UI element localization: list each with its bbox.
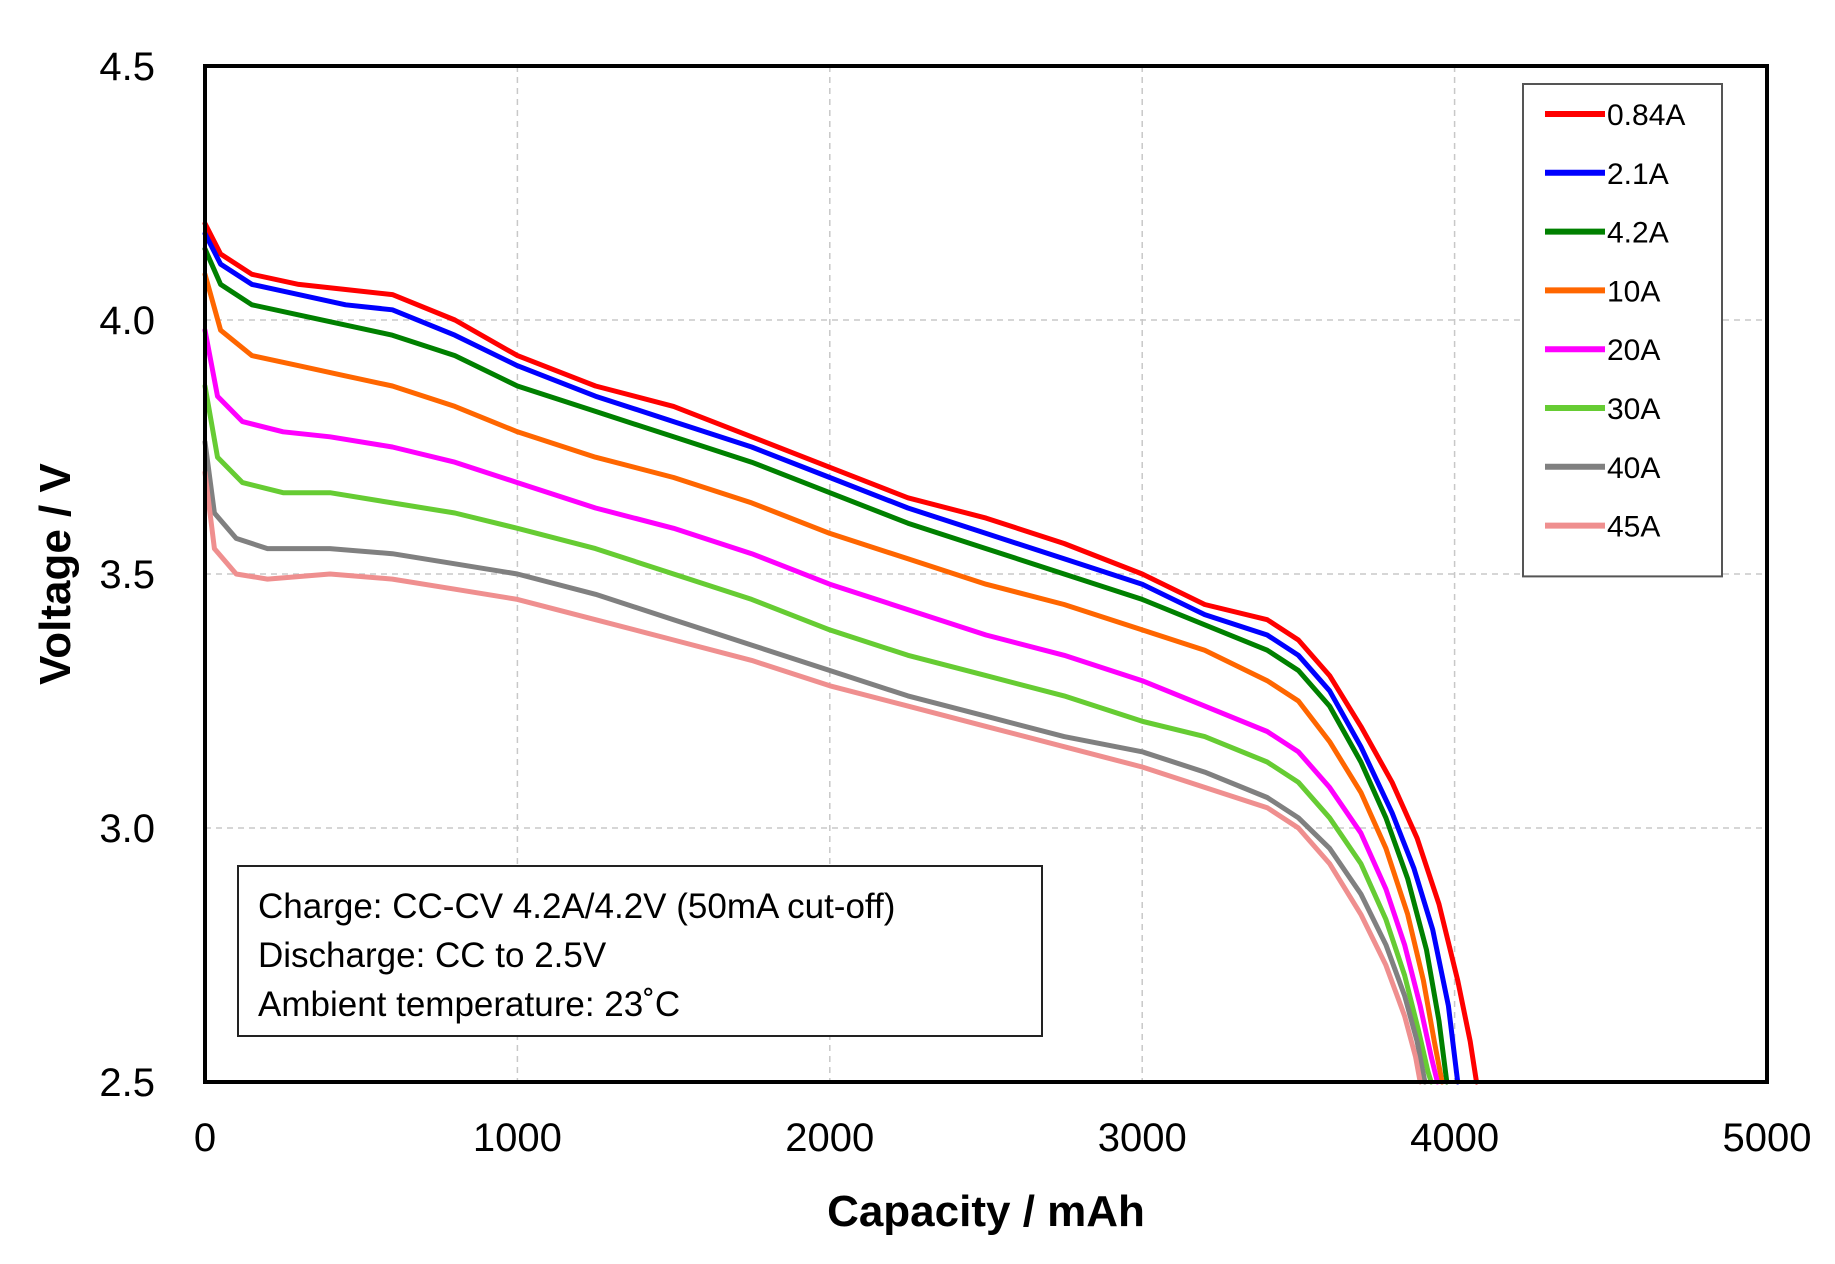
legend-label: 2.1A xyxy=(1607,158,1669,191)
note-charge: Charge: CC-CV 4.2A/4.2V (50mA cut-off) xyxy=(258,887,895,926)
legend-label: 10A xyxy=(1607,275,1660,308)
series-line-10A xyxy=(202,271,1445,1085)
note-temperature: Ambient temperature: 23˚C xyxy=(258,985,680,1024)
x-tick-label: 0 xyxy=(194,1116,216,1160)
y-axis-title: Voltage / V xyxy=(31,463,80,685)
y-tick-label: 2.5 xyxy=(99,1061,155,1105)
series-line-40A xyxy=(202,439,1428,1085)
y-tick-label: 3.0 xyxy=(99,807,155,851)
series-line-30A xyxy=(202,383,1434,1085)
series-line-2.1A xyxy=(202,231,1461,1085)
legend-box xyxy=(1522,83,1723,578)
legend-label: 0.84A xyxy=(1607,99,1685,132)
y-tick-label: 4.0 xyxy=(99,299,155,343)
y-tick-label: 4.5 xyxy=(99,45,155,89)
plot-frame xyxy=(203,64,1769,1084)
tick-labels: 0 1000 2000 3000 4000 5000 2.5 3.0 3.5 4.0 4.5 xyxy=(99,45,1811,1160)
conditions-note-box xyxy=(237,865,1043,1037)
legend: 0.84A 2.1A 4.2A 10A 20A 30A 40A 45A xyxy=(1522,83,1723,578)
legend-label: 4.2A xyxy=(1607,217,1669,250)
legend-label: 45A xyxy=(1607,511,1660,544)
x-tick-label: 3000 xyxy=(1098,1116,1187,1160)
series-line-20A xyxy=(202,327,1440,1085)
x-tick-label: 2000 xyxy=(785,1116,874,1160)
x-tick-label: 4000 xyxy=(1410,1116,1499,1160)
series-line-0.84A xyxy=(202,221,1479,1085)
legend-label: 30A xyxy=(1607,393,1660,426)
series-lines xyxy=(202,221,1479,1085)
series-line-4.2A xyxy=(202,246,1450,1085)
series-line-45A xyxy=(202,469,1423,1085)
x-tick-label: 5000 xyxy=(1723,1116,1812,1160)
legend-label: 40A xyxy=(1607,452,1660,485)
y-tick-label: 3.5 xyxy=(99,553,155,597)
x-tick-label: 1000 xyxy=(473,1116,562,1160)
note-discharge: Discharge: CC to 2.5V xyxy=(258,936,607,975)
grid-lines xyxy=(205,66,1767,1082)
legend-label: 20A xyxy=(1607,334,1660,367)
x-axis-title: Capacity / mAh xyxy=(827,1187,1145,1236)
conditions-note: Charge: CC-CV 4.2A/4.2V (50mA cut-off) D… xyxy=(237,865,1043,1037)
